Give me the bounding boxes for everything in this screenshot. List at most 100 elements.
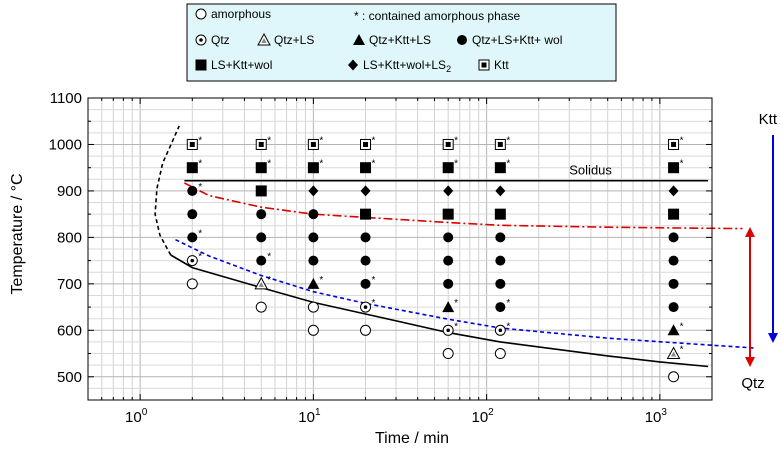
marker-amorphous	[307, 324, 319, 336]
y-tick-label: 1000	[49, 136, 82, 153]
amorphous-marker	[186, 278, 198, 290]
qtz-ls-ktt-wol-marker	[495, 302, 506, 313]
marker-ls_ktt_wol	[360, 162, 372, 174]
ls-ktt-wol-ls2-marker	[443, 185, 454, 197]
marker-ktt	[494, 138, 506, 150]
qtz-ktt-ls-marker	[307, 277, 320, 289]
amorphous-star: *	[680, 345, 684, 356]
qtz-ls-ktt-wol-marker	[360, 232, 371, 243]
amorphous-star: *	[267, 135, 271, 146]
qtz-ktt-ls-marker	[667, 324, 680, 336]
qtz-ls-ktt-wol-marker	[256, 232, 267, 243]
marker-amorphous	[442, 348, 454, 360]
y-tick-label: 1100	[50, 90, 82, 107]
legend-label: LS+Ktt+wol	[211, 58, 272, 72]
marker-qtz_ls_ktt_wol	[187, 232, 198, 243]
ls-ktt-wol-marker	[668, 162, 680, 174]
marker-ls_ktt_wol_ls2	[360, 185, 371, 197]
marker-qtz_ls	[254, 276, 269, 290]
amorphous-star: *	[267, 159, 271, 170]
qtz-marker-dot	[498, 328, 503, 333]
glass-boundary-line	[154, 125, 180, 256]
marker-ktt	[442, 138, 454, 150]
ls-ktt-wol-marker	[668, 208, 680, 220]
ls-ktt-wol-marker	[255, 185, 267, 197]
marker-qtz_ktt_ls	[353, 34, 365, 45]
ktt-marker-inner	[481, 62, 487, 68]
qtz-ls-marker-inner	[261, 38, 267, 43]
y-tick-label: 500	[57, 369, 82, 386]
marker-qtz_ls_ktt_wol	[668, 232, 679, 243]
qtz-ls-ktt-wol-marker	[443, 232, 454, 243]
marker-qtz_ls_ktt_wol	[495, 302, 506, 313]
x-axis-title: Time / min	[375, 430, 449, 447]
amorphous-star: *	[454, 159, 458, 170]
marker-ktt	[668, 138, 680, 150]
qtz-ls-ktt-wol-marker	[495, 278, 506, 289]
ls-ktt-wol-ls2-marker	[668, 185, 679, 197]
qtz-ls-ktt-wol-marker	[308, 209, 319, 220]
x-tick-label: 100	[125, 407, 148, 426]
amorphous-marker	[360, 324, 372, 336]
qtz-ls-ktt-wol-marker	[495, 255, 506, 266]
y-tick-label: 700	[57, 276, 82, 293]
ktt-marker-inner	[258, 141, 264, 147]
marker-ls_ktt_wol_ls2	[668, 185, 679, 197]
marker-amorphous	[195, 8, 207, 20]
qtz-marker-dot	[446, 328, 450, 333]
marker-qtz_ls_ktt_wol	[443, 255, 454, 266]
marker-ls_ktt_wol	[494, 162, 506, 174]
ls-ktt-wol-marker	[494, 208, 506, 220]
boundary-curves	[154, 125, 755, 368]
amorphous-marker	[255, 301, 267, 313]
marker-qtz_ls	[666, 346, 681, 360]
marker-ls_ktt_wol	[668, 162, 680, 174]
qtz-ls-ktt-wol-marker	[495, 232, 506, 243]
qtz-ls-ktt-wol-marker	[187, 185, 198, 196]
amorphous-marker	[307, 324, 319, 336]
amorphous-star: *	[198, 159, 202, 170]
marker-qtz	[442, 324, 454, 336]
amorphous-star: *	[372, 298, 376, 309]
qtz-annotation: Qtz	[741, 375, 764, 392]
marker-qtz_ls_ktt_wol	[308, 232, 319, 243]
qtz-ls-ktt-wol-marker	[360, 255, 371, 266]
marker-qtz_ls_ktt_wol	[668, 278, 679, 289]
legend: amorphous Qtz Qtz+LS Qtz+Ktt+LS Qtz+LS+Ktt+ …	[186, 3, 617, 82]
qtz-marker-dot	[363, 305, 368, 309]
ktt-boundary-line	[175, 238, 755, 349]
qtz-ls-ktt-wol-marker	[457, 35, 467, 45]
amorphous-star: *	[454, 298, 458, 309]
marker-ktt	[255, 138, 267, 150]
marker-qtz_ls_ktt_wol	[495, 255, 506, 266]
marker-ls_ktt_wol	[494, 208, 506, 220]
marker-qtz_ls_ktt_wol	[443, 232, 454, 243]
ktt-marker-inner	[363, 141, 369, 147]
qtz-ktt-ls-marker	[442, 301, 455, 313]
marker-qtz_ls	[257, 32, 271, 46]
marker-ls_ktt_wol	[186, 162, 198, 174]
ls-boundary-line	[184, 182, 743, 230]
marker-qtz_ktt_ls	[667, 324, 680, 336]
amorphous-star: *	[319, 275, 323, 286]
marker-qtz_ls_ktt_wol	[256, 209, 267, 220]
marker-ls_ktt_wol_ls2	[348, 59, 358, 71]
qtz-ls-ktt-wol-marker	[187, 232, 198, 243]
amorphous-star: *	[267, 275, 271, 286]
qtz-ls-ktt-wol-marker	[668, 278, 679, 289]
amorphous-star: *	[319, 159, 323, 170]
ls-ktt-wol-marker	[360, 208, 372, 220]
amorphous-star: *	[454, 135, 458, 146]
x-tick-label: 101	[298, 407, 321, 426]
amorphous-marker	[195, 8, 207, 20]
legend-label: LS+Ktt+wol+LS2	[363, 58, 451, 74]
amorphous-star: *	[506, 159, 510, 170]
marker-qtz_ls_ktt_wol	[668, 302, 679, 313]
ls-ktt-wol-marker	[442, 208, 454, 220]
marker-ls_ktt_wol	[668, 208, 680, 220]
marker-ls_ktt_wol	[255, 185, 267, 197]
qtz-ls-ktt-wol-marker	[256, 209, 267, 220]
legend-label: Qtz+Ktt+LS	[369, 33, 431, 47]
qtz-marker-dot	[190, 258, 195, 263]
